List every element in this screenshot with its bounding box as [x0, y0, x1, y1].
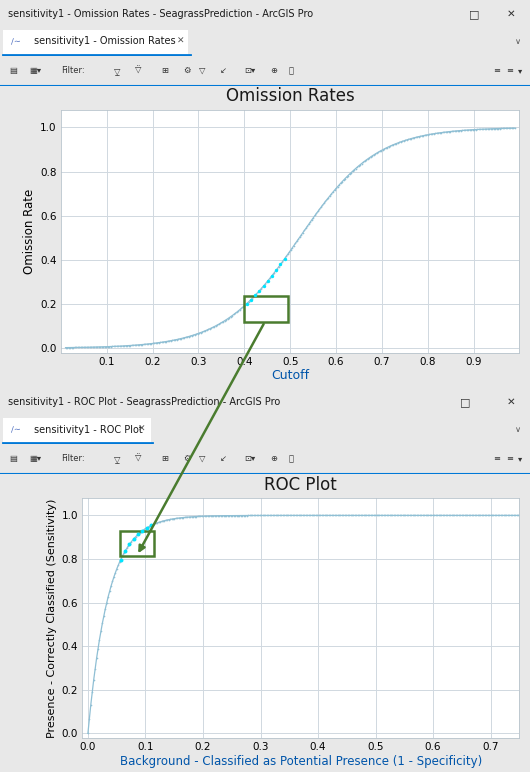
Point	[134, 528, 143, 540]
Text: ⚙: ⚙	[183, 454, 190, 463]
Text: ∨: ∨	[515, 425, 522, 434]
FancyBboxPatch shape	[3, 30, 188, 55]
Text: ✕: ✕	[507, 397, 516, 407]
Text: ⊕: ⊕	[270, 66, 277, 75]
Bar	[120, 530, 154, 556]
Text: sensitivity1 - Omission Rates: sensitivity1 - Omission Rates	[34, 36, 176, 46]
Text: ⊞: ⊞	[162, 454, 169, 463]
X-axis label: Cutoff: Cutoff	[271, 370, 309, 382]
Text: ▾: ▾	[518, 66, 523, 75]
Text: ⊞: ⊞	[162, 66, 169, 75]
Point	[129, 533, 138, 545]
Text: ∕∼: ∕∼	[11, 37, 21, 46]
Text: ✕: ✕	[176, 37, 184, 46]
Text: ▽̈: ▽̈	[135, 66, 142, 75]
Text: ⊡▾: ⊡▾	[244, 454, 255, 463]
Point	[276, 259, 285, 271]
Point	[272, 264, 280, 276]
Text: ⊡▾: ⊡▾	[244, 66, 255, 75]
Point	[121, 545, 129, 557]
Text: Filter:: Filter:	[61, 454, 85, 463]
Point	[251, 290, 259, 302]
Text: ▾: ▾	[518, 454, 523, 463]
Point	[255, 285, 263, 297]
Text: Filter:: Filter:	[61, 66, 85, 75]
Text: sensitivity1 - ROC Plot: sensitivity1 - ROC Plot	[34, 425, 143, 435]
Point	[263, 275, 272, 287]
Text: ▽: ▽	[199, 66, 205, 75]
Bar	[244, 296, 288, 322]
Text: ▽̈: ▽̈	[135, 454, 142, 463]
Point	[259, 279, 268, 292]
Text: ↙: ↙	[220, 454, 227, 463]
Text: ≡: ≡	[506, 66, 513, 75]
Point	[246, 293, 255, 306]
Text: ↙: ↙	[220, 66, 227, 75]
Text: □: □	[469, 9, 480, 19]
Text: ▽̲: ▽̲	[114, 454, 120, 463]
Y-axis label: Omission Rate: Omission Rate	[23, 188, 36, 274]
Text: ▦▾: ▦▾	[29, 454, 41, 463]
Text: ∕∼: ∕∼	[11, 425, 21, 434]
Text: ∨: ∨	[515, 37, 522, 46]
X-axis label: Background - Classified as Potential Presence (1 - Specificity): Background - Classified as Potential Pre…	[120, 755, 482, 767]
Text: ▤: ▤	[10, 454, 17, 463]
Point	[125, 538, 134, 550]
Text: ⚙: ⚙	[183, 66, 190, 75]
Text: ⊕: ⊕	[270, 454, 277, 463]
Text: ⤢: ⤢	[289, 454, 294, 463]
Point	[280, 252, 289, 265]
FancyBboxPatch shape	[3, 418, 151, 442]
Text: ≡: ≡	[493, 66, 500, 75]
Y-axis label: Presence - Correctly Classified (Sensitivity): Presence - Correctly Classified (Sensiti…	[47, 498, 57, 737]
Text: ✕: ✕	[507, 9, 516, 19]
Point	[138, 524, 147, 537]
Text: □: □	[460, 397, 471, 407]
Point	[117, 554, 125, 566]
Text: ▤: ▤	[10, 66, 17, 75]
Text: sensitivity1 - ROC Plot - SeagrassPrediction - ArcGIS Pro: sensitivity1 - ROC Plot - SeagrassPredic…	[8, 397, 280, 407]
Text: ▽̲: ▽̲	[114, 66, 120, 75]
Text: ⤢: ⤢	[289, 66, 294, 75]
Point	[242, 297, 251, 310]
Text: ✕: ✕	[138, 425, 145, 434]
Point	[268, 269, 276, 282]
Text: ≡: ≡	[493, 454, 500, 463]
Point	[147, 520, 155, 532]
Title: ROC Plot: ROC Plot	[264, 476, 337, 493]
Text: ▽: ▽	[199, 454, 205, 463]
Text: ▦▾: ▦▾	[29, 66, 41, 75]
Text: ≡: ≡	[506, 454, 513, 463]
Title: Omission Rates: Omission Rates	[226, 87, 355, 105]
Text: sensitivity1 - Omission Rates - SeagrassPrediction - ArcGIS Pro: sensitivity1 - Omission Rates - Seagrass…	[8, 9, 313, 19]
Point	[143, 522, 151, 534]
